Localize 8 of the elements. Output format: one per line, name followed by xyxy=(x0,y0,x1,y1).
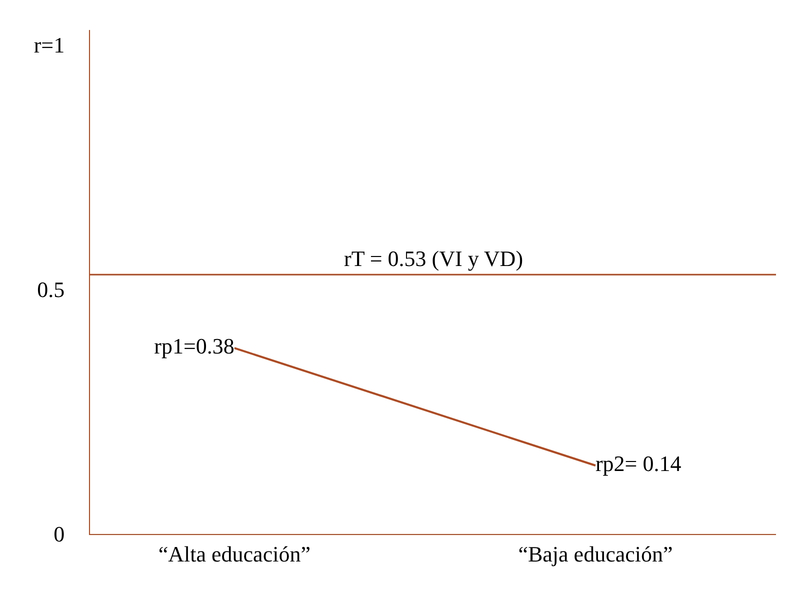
x-tick-label: “Alta educación” xyxy=(158,541,310,566)
data-label: rp1=0.38 xyxy=(154,334,234,359)
x-tick-label: “Baja educación” xyxy=(518,541,673,566)
y-tick-label: 0 xyxy=(54,522,65,547)
y-tick-label: r=1 xyxy=(34,32,65,58)
y-tick-label: 0.5 xyxy=(37,277,65,302)
ref-line-label: rT = 0.53 (VI y VD) xyxy=(344,246,524,271)
data-label: rp2= 0.14 xyxy=(595,451,682,476)
